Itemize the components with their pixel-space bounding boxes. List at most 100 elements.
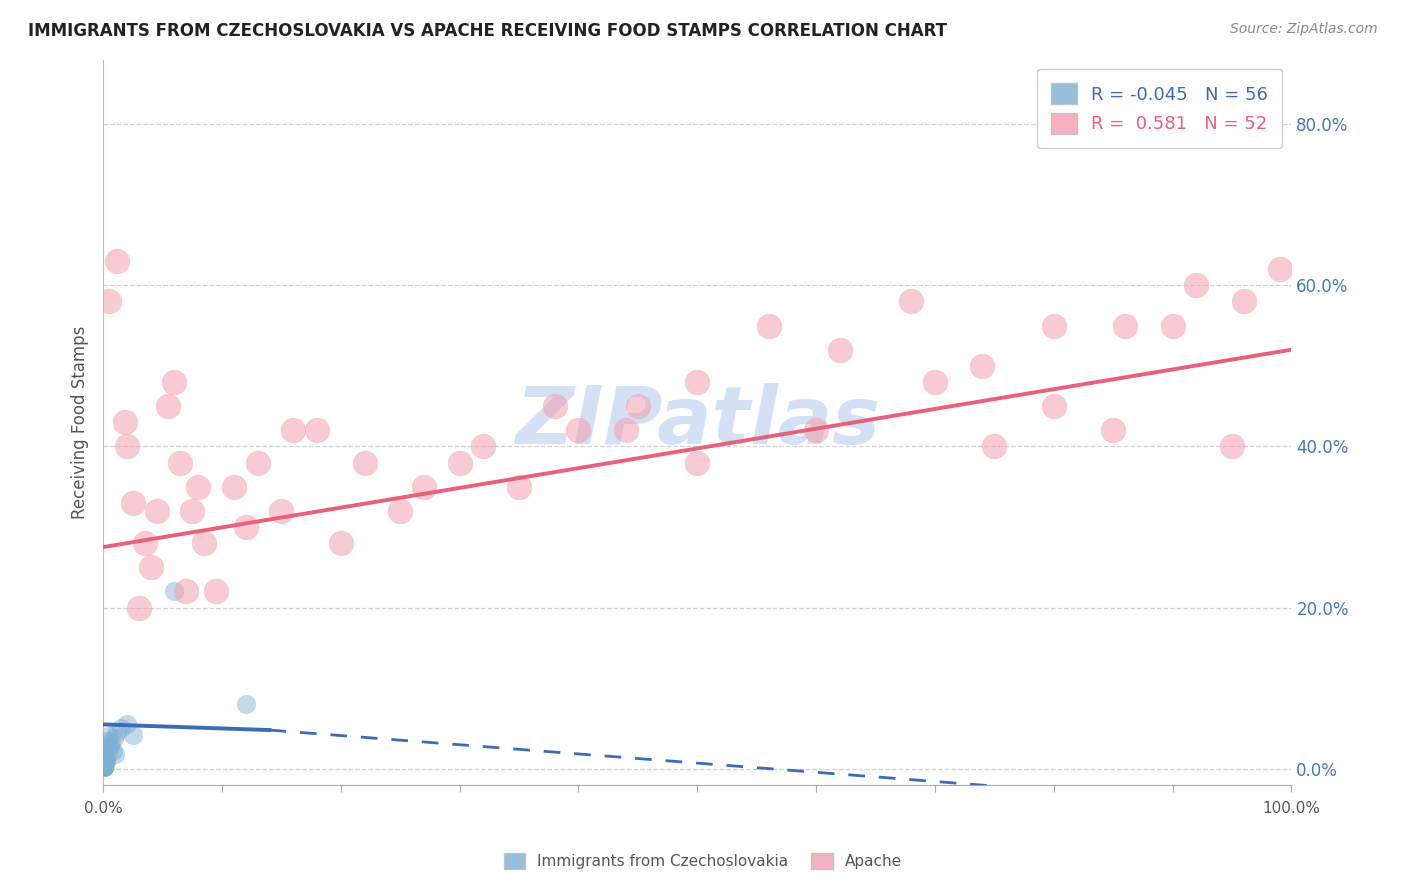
Point	[181, 504, 204, 518]
Point	[93, 756, 115, 771]
Point	[93, 754, 115, 768]
Point	[93, 759, 115, 773]
Point	[222, 480, 245, 494]
Point	[145, 504, 167, 518]
Point	[804, 423, 827, 437]
Point	[100, 736, 122, 750]
Point	[329, 536, 352, 550]
Point	[93, 760, 115, 774]
Point	[93, 756, 115, 771]
Legend: Immigrants from Czechoslovakia, Apache: Immigrants from Czechoslovakia, Apache	[498, 847, 908, 875]
Point	[1161, 318, 1184, 333]
Point	[93, 760, 115, 774]
Point	[1042, 318, 1064, 333]
Point	[134, 536, 156, 550]
Legend: R = -0.045   N = 56, R =  0.581   N = 52: R = -0.045 N = 56, R = 0.581 N = 52	[1038, 69, 1282, 148]
Point	[103, 731, 125, 745]
Point	[93, 758, 115, 772]
Point	[246, 456, 269, 470]
Point	[1233, 294, 1256, 309]
Text: ZIPatlas: ZIPatlas	[515, 384, 880, 461]
Y-axis label: Receiving Food Stamps: Receiving Food Stamps	[72, 326, 89, 519]
Point	[98, 294, 121, 309]
Point	[187, 480, 209, 494]
Point	[93, 759, 115, 773]
Text: Source: ZipAtlas.com: Source: ZipAtlas.com	[1230, 22, 1378, 37]
Point	[508, 480, 530, 494]
Point	[93, 757, 115, 772]
Point	[93, 756, 115, 770]
Point	[93, 759, 115, 773]
Point	[97, 733, 120, 747]
Point	[1114, 318, 1136, 333]
Point	[93, 755, 115, 769]
Point	[449, 456, 471, 470]
Point	[121, 728, 143, 742]
Point	[93, 754, 115, 768]
Text: 0.0%: 0.0%	[84, 801, 122, 816]
Point	[94, 755, 117, 769]
Point	[128, 600, 150, 615]
Point	[93, 756, 115, 770]
Point	[93, 755, 115, 769]
Point	[972, 359, 994, 373]
Text: IMMIGRANTS FROM CZECHOSLOVAKIA VS APACHE RECEIVING FOOD STAMPS CORRELATION CHART: IMMIGRANTS FROM CZECHOSLOVAKIA VS APACHE…	[28, 22, 948, 40]
Point	[235, 520, 257, 534]
Point	[389, 504, 412, 518]
Point	[115, 439, 138, 453]
Point	[93, 757, 115, 772]
Point	[93, 756, 115, 770]
Point	[139, 560, 162, 574]
Point	[686, 456, 709, 470]
Point	[93, 756, 115, 771]
Point	[93, 756, 115, 771]
Point	[98, 739, 121, 754]
Point	[97, 746, 120, 760]
Point	[93, 756, 115, 770]
Point	[93, 760, 115, 774]
Point	[1185, 278, 1208, 293]
Point	[900, 294, 922, 309]
Point	[105, 725, 128, 739]
Point	[283, 423, 305, 437]
Point	[93, 756, 115, 770]
Point	[1042, 399, 1064, 413]
Point	[93, 757, 115, 772]
Point	[93, 757, 115, 772]
Point	[413, 480, 436, 494]
Point	[983, 439, 1005, 453]
Point	[96, 738, 118, 752]
Point	[121, 496, 143, 510]
Point	[93, 760, 115, 774]
Point	[93, 758, 115, 772]
Point	[1268, 262, 1291, 277]
Point	[828, 343, 851, 357]
Point	[193, 536, 215, 550]
Point	[93, 755, 115, 769]
Point	[270, 504, 292, 518]
Point	[235, 698, 257, 712]
Point	[93, 756, 115, 770]
Point	[93, 759, 115, 773]
Point	[686, 375, 709, 389]
Point	[93, 757, 115, 772]
Point	[98, 730, 121, 744]
Point	[110, 722, 132, 736]
Point	[305, 423, 328, 437]
Point	[614, 423, 637, 437]
Point	[114, 415, 136, 429]
Point	[101, 744, 124, 758]
Point	[169, 456, 191, 470]
Point	[93, 758, 115, 772]
Point	[105, 254, 128, 268]
Point	[93, 758, 115, 772]
Point	[544, 399, 567, 413]
Point	[627, 399, 650, 413]
Text: 100.0%: 100.0%	[1263, 801, 1320, 816]
Point	[94, 756, 117, 770]
Point	[1220, 439, 1243, 453]
Point	[96, 741, 118, 756]
Point	[163, 375, 186, 389]
Point	[93, 754, 115, 768]
Point	[567, 423, 589, 437]
